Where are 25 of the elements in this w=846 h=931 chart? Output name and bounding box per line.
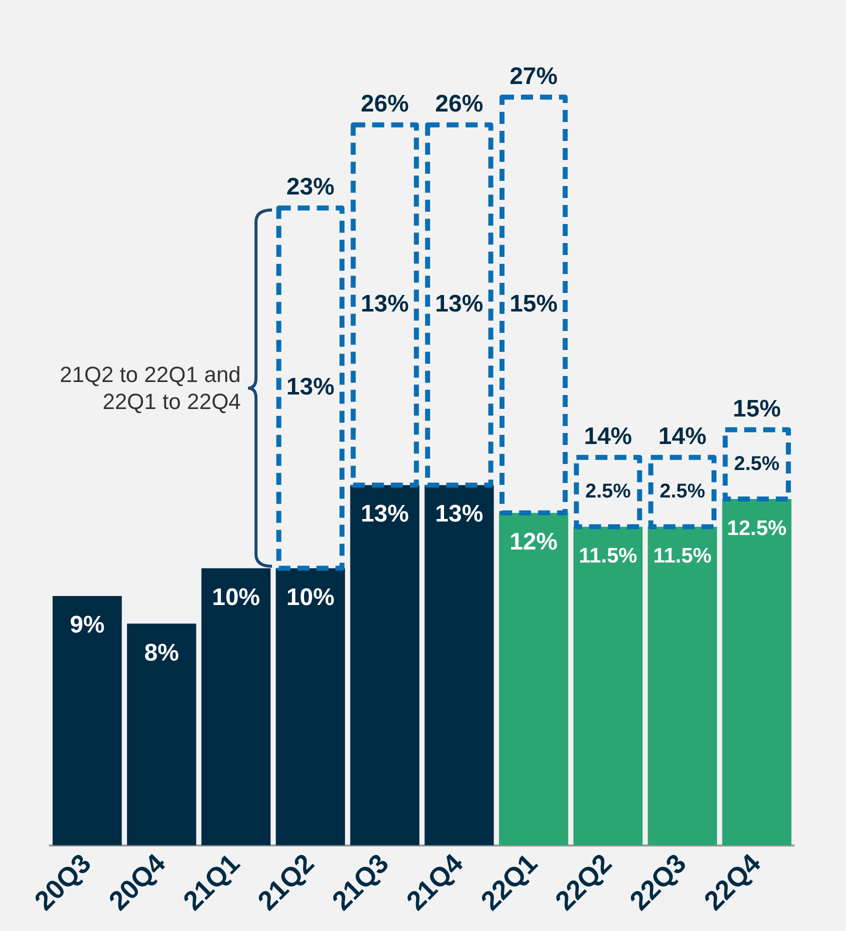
data-label: 11.5% — [578, 544, 638, 568]
data-label: 13% — [435, 290, 484, 318]
data-label: 12.5% — [727, 516, 787, 540]
total-label: 14% — [584, 423, 632, 450]
data-label: 13% — [360, 290, 409, 318]
data-label: 12% — [510, 528, 558, 556]
data-label: 9% — [70, 612, 105, 639]
total-label: 26% — [360, 90, 409, 118]
data-label: 11.5% — [653, 544, 712, 568]
total-label: 26% — [435, 90, 484, 118]
annotation: 21Q2 to 22Q1 and 22Q1 to 22Q4 — [58, 360, 241, 416]
data-label: 13% — [286, 374, 334, 401]
data-label: 15% — [510, 290, 558, 318]
data-label: 13% — [435, 500, 484, 528]
data-label: 2.5% — [585, 480, 632, 503]
total-label: 14% — [658, 423, 706, 450]
total-label: 27% — [510, 62, 558, 90]
total-label: 23% — [286, 174, 334, 201]
data-label: 10% — [212, 584, 260, 611]
data-label: 8% — [144, 639, 179, 666]
data-label: 10% — [286, 584, 334, 611]
data-label: 13% — [360, 500, 409, 528]
total-label: 15% — [732, 395, 781, 422]
data-label: 2.5% — [660, 480, 706, 503]
data-label: 2.5% — [734, 452, 780, 475]
